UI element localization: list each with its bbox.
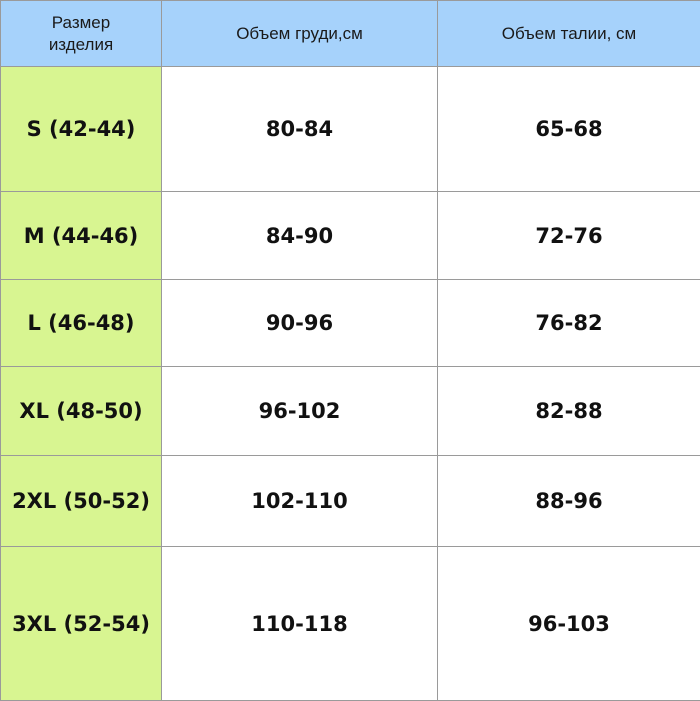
table-row: S (42-44) 80-84 65-68 bbox=[1, 67, 700, 192]
waist-cell: 96-103 bbox=[438, 547, 700, 701]
header-chest: Объем груди,см bbox=[162, 1, 438, 67]
table-row: L (46-48) 90-96 76-82 bbox=[1, 280, 700, 367]
waist-cell: 82-88 bbox=[438, 367, 700, 456]
chest-cell: 96-102 bbox=[162, 367, 438, 456]
chest-cell: 84-90 bbox=[162, 192, 438, 280]
size-cell: L (46-48) bbox=[1, 280, 162, 367]
chest-cell: 80-84 bbox=[162, 67, 438, 192]
waist-cell: 72-76 bbox=[438, 192, 700, 280]
table-row: M (44-46) 84-90 72-76 bbox=[1, 192, 700, 280]
size-cell: 3XL (52-54) bbox=[1, 547, 162, 701]
size-cell: XL (48-50) bbox=[1, 367, 162, 456]
header-row: Размер изделия Объем груди,см Объем тали… bbox=[1, 1, 700, 67]
size-cell: S (42-44) bbox=[1, 67, 162, 192]
table-row: XL (48-50) 96-102 82-88 bbox=[1, 367, 700, 456]
header-waist: Объем талии, см bbox=[438, 1, 700, 67]
waist-cell: 76-82 bbox=[438, 280, 700, 367]
chest-cell: 110-118 bbox=[162, 547, 438, 701]
size-cell: 2XL (50-52) bbox=[1, 456, 162, 547]
table-row: 2XL (50-52) 102-110 88-96 bbox=[1, 456, 700, 547]
size-cell: M (44-46) bbox=[1, 192, 162, 280]
chest-cell: 102-110 bbox=[162, 456, 438, 547]
waist-cell: 88-96 bbox=[438, 456, 700, 547]
waist-cell: 65-68 bbox=[438, 67, 700, 192]
chest-cell: 90-96 bbox=[162, 280, 438, 367]
header-size: Размер изделия bbox=[1, 1, 162, 67]
table-row: 3XL (52-54) 110-118 96-103 bbox=[1, 547, 700, 701]
